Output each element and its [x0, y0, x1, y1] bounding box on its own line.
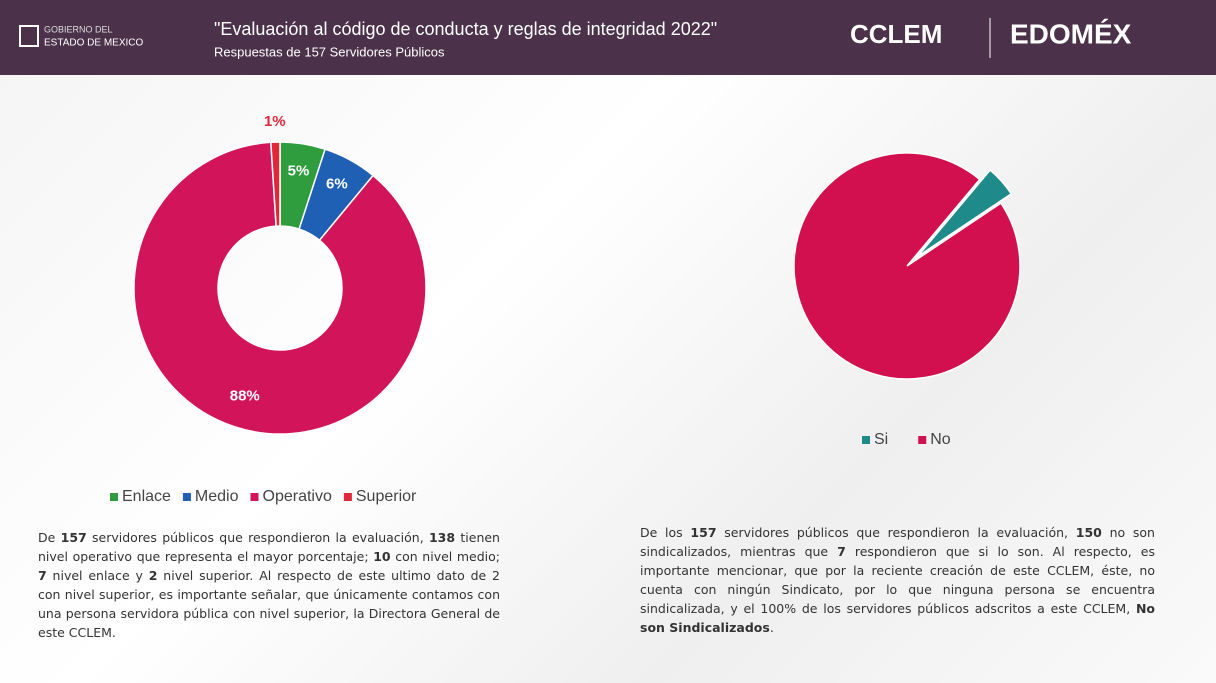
text-run: De [38, 530, 61, 545]
data-label: 1% [264, 113, 286, 130]
text-run: 7 [38, 568, 47, 583]
text-run: 10 [373, 549, 391, 564]
text-run: tienen nivel operativo que representa el… [38, 530, 500, 564]
text-run: servidores públicos que respondieron la … [86, 530, 429, 545]
header-title: "Evaluación al código de conducta y regl… [214, 19, 717, 39]
text-run: con nivel medio; [390, 549, 501, 564]
legend-swatch [182, 493, 191, 501]
legend-label: Superior [356, 488, 417, 505]
legend-label: Operativo [263, 488, 332, 505]
legend-label: Medio [195, 488, 239, 505]
slice [916, 169, 1013, 258]
brand: CCLEM [850, 19, 942, 49]
logo-text: ESTADO DE MEXICO [44, 38, 143, 49]
text-run: 2 [148, 568, 158, 583]
slice [793, 152, 1021, 380]
text-run: De los [640, 525, 691, 540]
slice [133, 141, 427, 435]
text-run: 150 [1075, 525, 1102, 540]
description: De 157 servidores públicos que respondie… [38, 528, 500, 642]
data-label: 5% [288, 162, 310, 179]
legend-label: Enlace [122, 488, 171, 505]
text-run: nivel enlace y [46, 568, 149, 583]
legend-label: Si [874, 431, 888, 448]
data-label: 88% [230, 387, 260, 404]
text-run: nivel superior. Al respecto de este ulti… [38, 568, 500, 640]
legend-swatch [343, 493, 352, 501]
text-run: 7 [837, 544, 846, 559]
text-run: 157 [690, 525, 717, 540]
text-run: respondieron que si lo son. Al respecto,… [640, 544, 1155, 616]
header-graphics: GOBIERNO DEL ESTADO DE MEXICO "Evaluació… [19, 18, 1132, 59]
text-run: . [769, 620, 774, 635]
text-run: 157 [60, 530, 87, 545]
description: De los 157 servidores públicos que respo… [640, 523, 1155, 637]
header-subtitle: Respuestas de 157 Servidores Públicos [214, 44, 445, 59]
header: GOBIERNO DEL ESTADO DE MEXICO "Evaluació… [0, 0, 1216, 75]
text-run: servidores públicos que respondieron la … [716, 525, 1076, 540]
legend-swatch [110, 493, 118, 501]
text-run: No son Sindicalizados [640, 601, 1155, 635]
brand: EDOMÉX [1010, 18, 1132, 49]
legend-label: No [930, 431, 951, 448]
slice [270, 141, 281, 227]
legend-swatch [862, 436, 870, 444]
logo-icon [19, 25, 39, 47]
text-run: no son sindicalizados, mientras que [640, 525, 1155, 559]
data-label: 6% [326, 176, 348, 193]
text-run: 138 [428, 530, 456, 545]
legend-swatch [250, 493, 259, 501]
logo-text: GOBIERNO DEL [44, 24, 113, 34]
legend-swatch [918, 436, 927, 444]
